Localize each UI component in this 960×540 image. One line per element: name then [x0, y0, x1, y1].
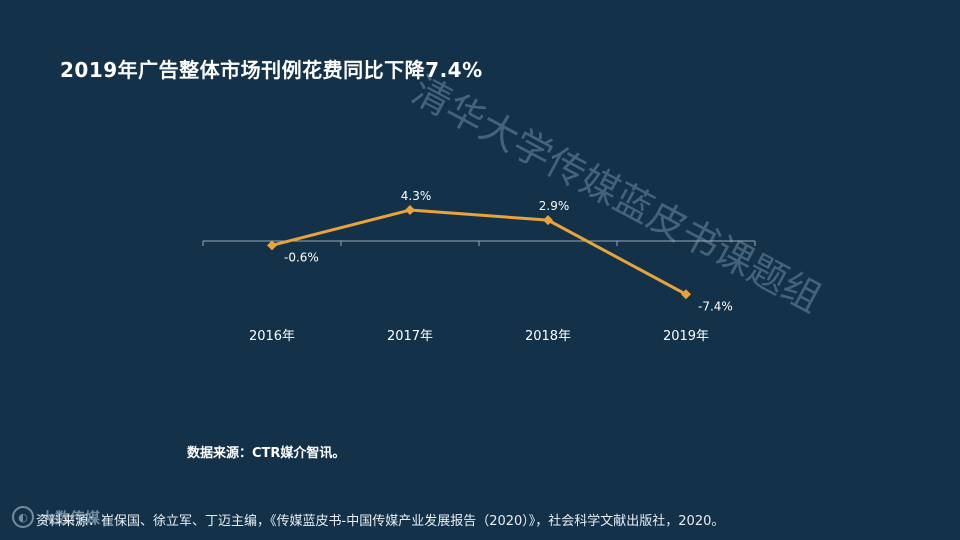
data-point	[681, 289, 691, 300]
data-point	[267, 240, 277, 251]
logo-circle-icon: ◐	[12, 506, 34, 528]
x-tick-label: 2016年	[249, 329, 295, 344]
logo: ◐ 大数传媒	[12, 506, 100, 528]
reference-note: 资料来源：崔保国、徐立军、丁迈主编，《传媒蓝皮书-中国传媒产业发展报告（2020…	[36, 514, 725, 529]
data-label: 2.9%	[539, 199, 570, 213]
data-point	[405, 205, 415, 216]
data-label: -7.4%	[698, 299, 733, 313]
line-chart: -0.6% 4.3% 2.9% -7.4% 2016年 2017年 2018年 2019年	[202, 189, 756, 344]
chart-title: 2019年广告整体市场刊例花费同比下降7.4%	[60, 58, 483, 82]
x-tick-label: 2018年	[525, 329, 571, 344]
data-label: 4.3%	[401, 189, 432, 203]
data-point	[543, 215, 553, 226]
x-tick-label: 2019年	[663, 329, 709, 344]
data-label: -0.6%	[284, 250, 319, 264]
x-tick-label: 2017年	[387, 329, 433, 344]
series-line	[271, 208, 687, 296]
logo-text: 大数传媒	[40, 508, 101, 527]
data-source-note: 数据来源：CTR媒介智讯。	[187, 446, 346, 461]
